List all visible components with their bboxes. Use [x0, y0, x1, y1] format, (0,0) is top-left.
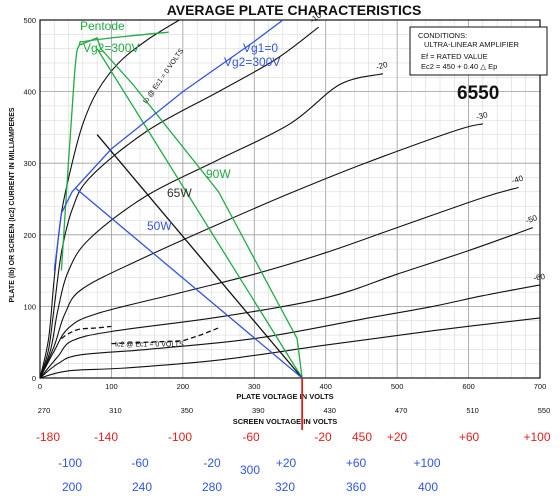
y-tick-label: 300: [23, 159, 36, 168]
curve-label-2: -20: [375, 60, 389, 72]
red-offset-label: -60: [242, 430, 260, 444]
screen-axis-label: SCREEN VOLTAGE IN VOLTS: [233, 417, 338, 426]
blue-voltage-label: 360: [346, 480, 366, 494]
blue-offset-label: -60: [131, 456, 149, 470]
red-offset-label: +60: [459, 430, 480, 444]
curve-ec1-4: [39, 186, 519, 379]
red-offset-label: -180: [36, 430, 60, 444]
x-tick-label: 300: [248, 382, 261, 391]
x-tick-label: 600: [462, 382, 475, 391]
red-offset-label: -100: [168, 430, 192, 444]
65w-label: 65W: [167, 186, 192, 200]
blue-offset-label: -100: [58, 456, 82, 470]
vg1-blue-label: Vg1=0: [243, 41, 278, 55]
y-tick-label: 100: [23, 302, 36, 311]
screen-tick-label: 470: [395, 406, 408, 415]
blue-offset-label: +100: [413, 456, 440, 470]
blue-offset-label: +60: [346, 456, 367, 470]
vg2-green-label: Vg2=300V: [83, 41, 139, 55]
tube-type-label: 6550: [457, 83, 499, 104]
x-tick-label: 100: [105, 382, 118, 391]
x-tick-label: 200: [177, 382, 190, 391]
conditions-ef: Ef = RATED VALUE: [421, 52, 488, 61]
screen-tick-label: 430: [323, 406, 336, 415]
red-offset-label: +100: [523, 430, 550, 444]
blue-voltage-label: 400: [418, 480, 438, 494]
plot-frame: [39, 19, 541, 379]
blue-voltage-label: 280: [202, 480, 222, 494]
screen-tick-label: 350: [181, 406, 194, 415]
blue-offset-label: +20: [276, 456, 297, 470]
curve-ec1-3: [39, 123, 484, 379]
conditions-mode: ULTRA-LINEAR AMPLIFIER: [424, 40, 519, 49]
load-line-4: [75, 187, 303, 379]
curve-label-6: -60: [533, 272, 547, 283]
blue-offset-label: -20: [203, 456, 221, 470]
50w-label: 50W: [147, 219, 172, 233]
red-offset-label: -140: [94, 430, 118, 444]
curve-label-5: -50: [525, 213, 539, 226]
screen-tick-label: 550: [538, 406, 551, 415]
load-line-5: [53, 19, 284, 271]
screen-current-curve-tail: [111, 327, 219, 345]
curve-label-4: -40: [511, 174, 525, 186]
x-axis-label: PLATE VOLTAGE IN VOLTS: [236, 392, 333, 401]
screen-tick-label: 310: [109, 406, 122, 415]
red-offset-label: 450: [352, 430, 372, 444]
screen-tick-label: 390: [252, 406, 265, 415]
curve-label-0: Ib @ Ec1 = 0 VOLTS: [142, 47, 185, 105]
red-offset-label: +20: [387, 430, 408, 444]
blue-voltage-label: 240: [132, 480, 152, 494]
x-tick-label: 700: [534, 382, 547, 391]
x-tick-label: 400: [319, 382, 332, 391]
y-tick-label: 500: [23, 16, 36, 25]
blue-voltage-label: 200: [62, 480, 82, 494]
conditions-box: [409, 26, 548, 76]
red-offset-label: -20: [314, 430, 332, 444]
curve-ec1-1: [39, 26, 319, 379]
load-line-0: [60, 31, 169, 271]
screen-tick-label: 510: [466, 406, 479, 415]
curve-ec1-0: [39, 19, 180, 379]
pentode-label: Pentode: [80, 19, 125, 33]
screen-current-label: Ic2 @ Ec1 = 0 VOLTS: [115, 341, 184, 348]
x-tick-label: 500: [391, 382, 404, 391]
x-tick-label: 0: [38, 382, 42, 391]
load-line-3: [96, 134, 303, 379]
screen-current-curve: [61, 325, 112, 340]
load-lines: [53, 19, 303, 379]
load-line-1: [79, 37, 303, 379]
conditions-heading: CONDITIONS:: [418, 31, 467, 40]
curve-label-3: -30: [475, 110, 489, 122]
vg2-blue-label: Vg2=300V: [224, 55, 280, 69]
y-axis-label: PLATE (Ib) OR SCREEN (Ic2) CURRENT IN MI…: [9, 107, 16, 302]
load-line-2: [96, 48, 303, 379]
curve-ec1-7: [39, 317, 541, 379]
voltage-offset-rows: -180 -140 -100 -60 -20 450 +20 +60 +100 -100 -60 -2…: [36, 378, 551, 494]
y-tick-label: 0: [32, 374, 36, 383]
screen-tick-label: 270: [38, 406, 51, 415]
grid: [39, 19, 541, 379]
blue-offset-label: 300: [240, 463, 260, 477]
curve-ec1-5: [39, 227, 534, 379]
conditions-ec2: Ec2 = 450 + 0.40 △ Ep: [421, 62, 497, 71]
chart-title: AVERAGE PLATE CHARACTERISTICS: [167, 2, 422, 18]
axis-ticks: 0 100 200 300 400 500 600 700 0 100 200 300 400 500 27…: [23, 16, 550, 415]
curve-ec1-2: [39, 73, 384, 379]
y-tick-label: 400: [23, 88, 36, 97]
y-tick-label: 200: [23, 231, 36, 240]
blue-voltage-label: 320: [275, 480, 295, 494]
90w-label: 90W: [206, 167, 231, 181]
